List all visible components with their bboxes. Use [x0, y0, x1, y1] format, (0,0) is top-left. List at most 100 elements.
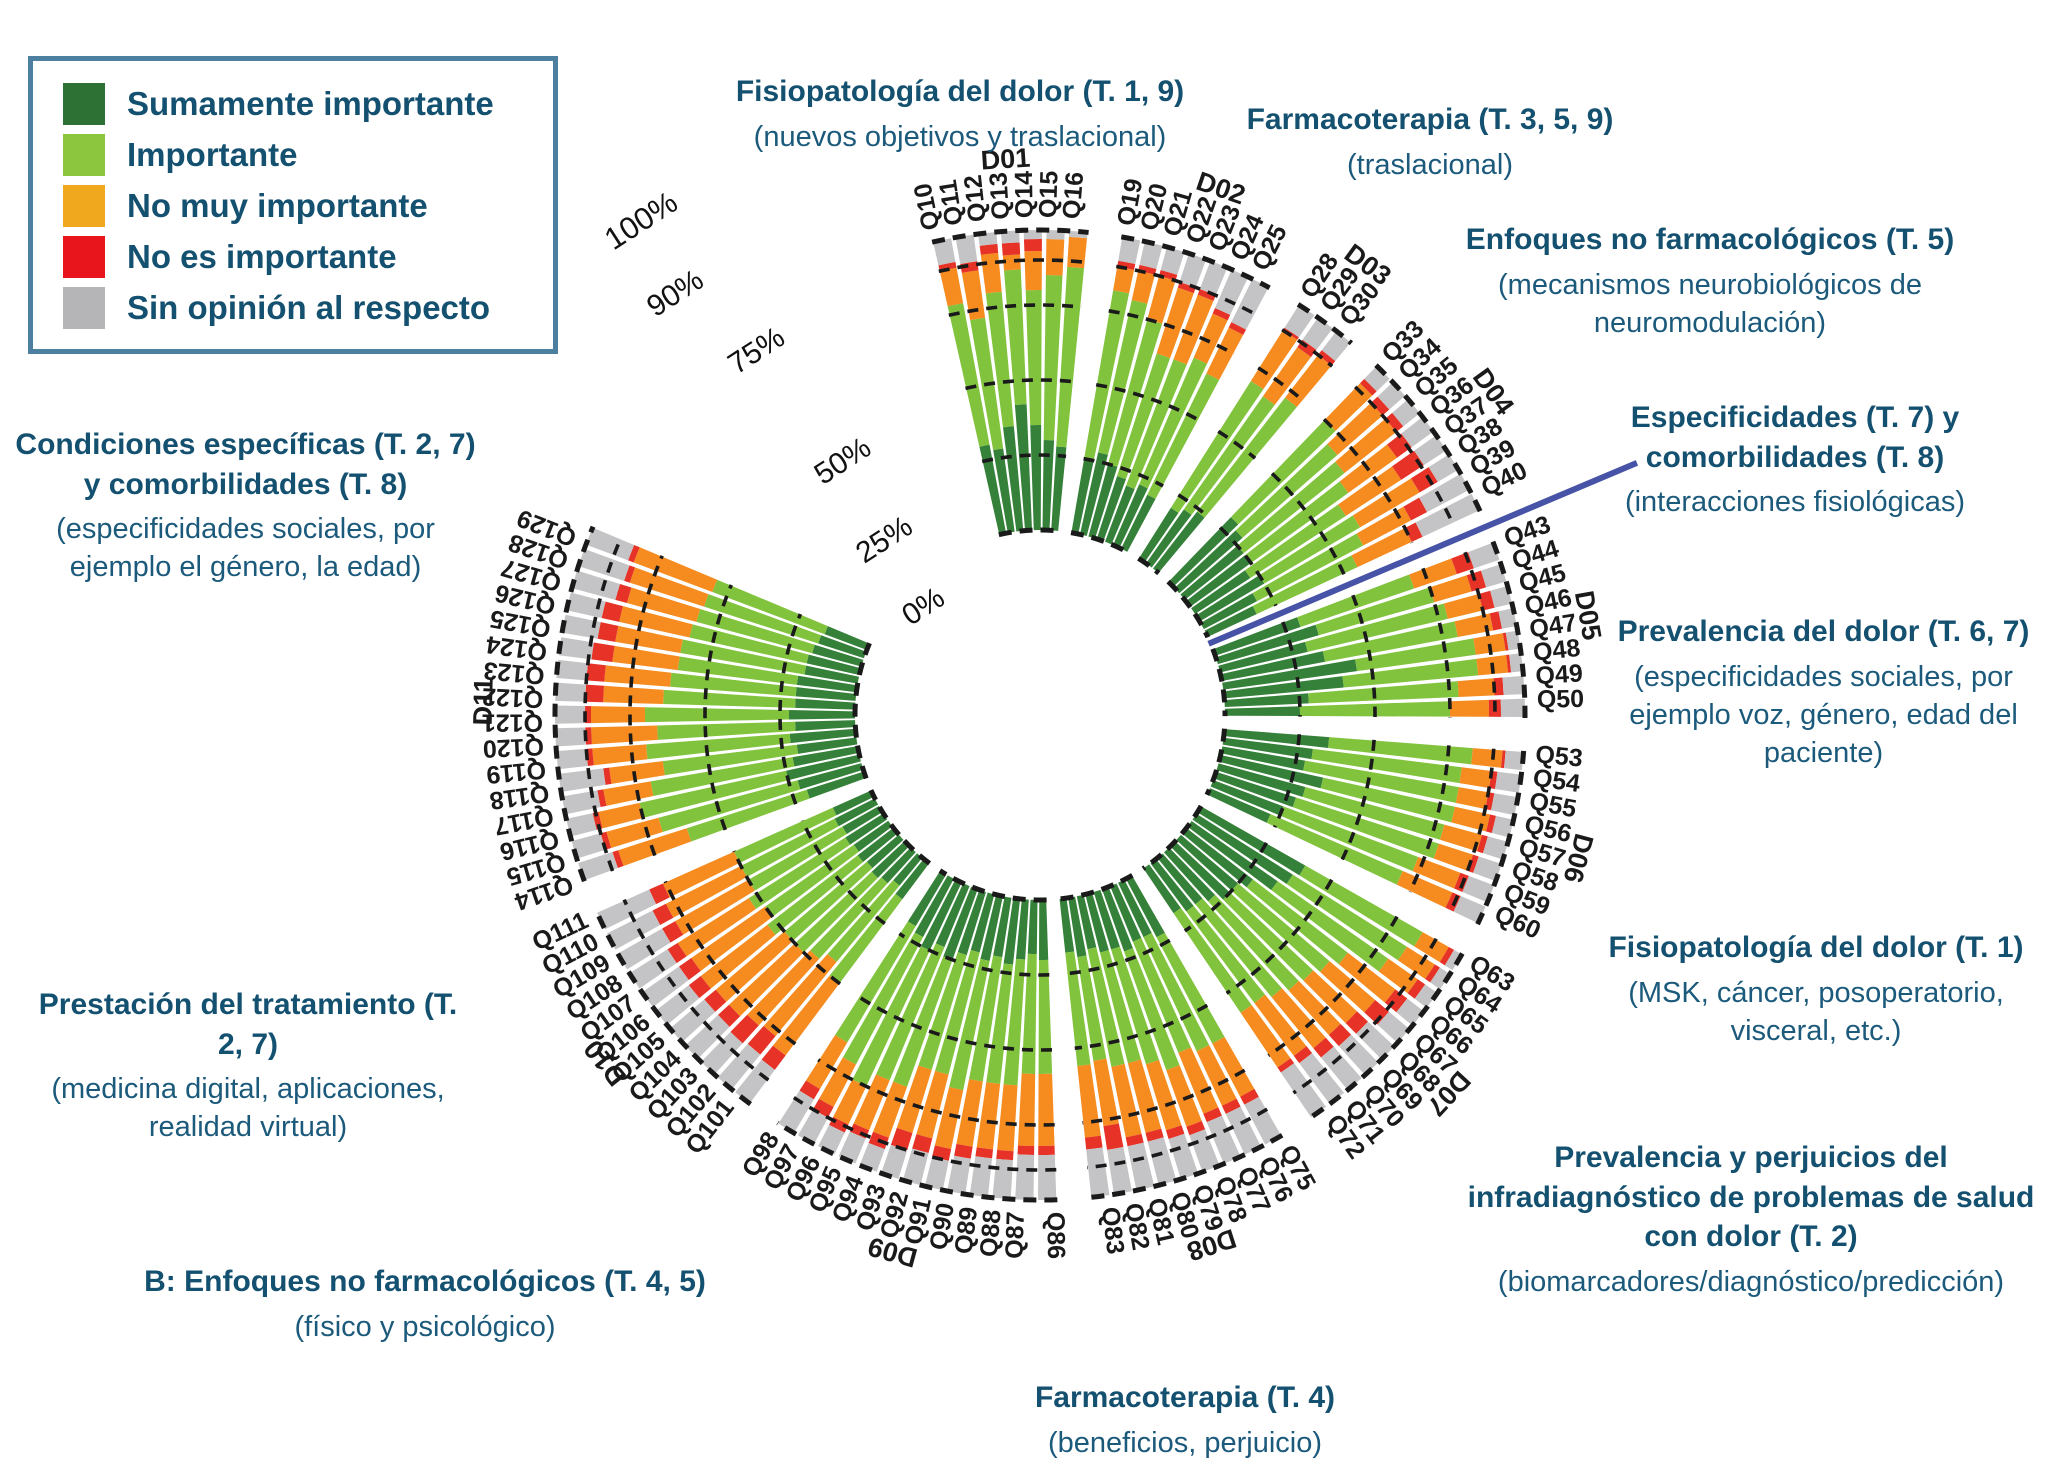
bar-Q11 [955, 234, 1015, 533]
legend-item: No muy importante [63, 185, 535, 227]
legend-swatch-sin-opinion [63, 287, 105, 329]
caption-subtitle: (especificidades sociales, por ejemplo v… [1629, 660, 2018, 770]
bar-Q46 [1220, 608, 1517, 682]
question-label-Q86: Q86 [1041, 1212, 1070, 1260]
bar-Q90 [947, 896, 1012, 1195]
bar-Q75 [1125, 875, 1282, 1145]
bar-Q10 [933, 238, 1007, 535]
bar-Q37 [1191, 435, 1447, 615]
bar-Q80 [1085, 892, 1177, 1186]
bar-Q24 [1113, 269, 1249, 548]
caption-title: Fisiopatología del dolor (T. 1, 9) [735, 75, 1185, 108]
domain-group-D03 [1138, 304, 1351, 573]
bar-Q89 [969, 898, 1021, 1198]
bar-Q70 [1157, 853, 1362, 1090]
caption-farmacoterapia-t359: Farmacoterapia (T. 3, 5, 9) (traslaciona… [1230, 100, 1630, 184]
bar-Q13 [1000, 230, 1033, 531]
scale-tick-100: 100% [598, 184, 684, 257]
bar-Q28 [1138, 304, 1315, 563]
question-label-Q87: Q87 [1000, 1211, 1030, 1259]
caption-subtitle: (beneficios, perjuicio) [1047, 1426, 1322, 1459]
bar-Q55 [1221, 746, 1518, 816]
bar-Q45 [1218, 585, 1513, 673]
bar-Q123 [556, 659, 857, 701]
bar-Q58 [1213, 771, 1502, 882]
domain-group-D04 [1168, 365, 1480, 637]
domain-group-D08 [1059, 875, 1282, 1198]
bar-Q82 [1068, 896, 1132, 1195]
question-label-Q12: Q12 [959, 173, 992, 223]
bar-Q76 [1118, 879, 1262, 1155]
legend-swatch-importante [63, 134, 105, 176]
bar-Q92 [902, 892, 995, 1186]
domain-label-D01: D01 [980, 143, 1031, 176]
legend-swatch-sumamente [63, 83, 105, 125]
bar-Q25 [1121, 278, 1269, 552]
gridlines-layer [552, 227, 1639, 1203]
caption-subtitle: (biomarcadores/diagnóstico/predicción) [1497, 1265, 2005, 1298]
bar-Q102 [717, 853, 923, 1090]
bar-Q19 [1071, 237, 1141, 534]
bar-Q66 [1182, 828, 1424, 1026]
bar-Q48 [1223, 653, 1524, 699]
caption-condiciones: Condiciones específicas (T. 2, 7) y como… [8, 425, 483, 587]
domain-group-D11 [554, 527, 870, 881]
scale-tick-90: 90% [641, 263, 709, 323]
bar-Q125 [562, 614, 859, 684]
bar-Q67 [1176, 834, 1410, 1043]
bar-Q78 [1101, 886, 1220, 1172]
caption-subtitle: (MSK, cáncer, posoperatorio, visceral, e… [1628, 976, 2004, 1047]
caption-title: Enfoques no farmacológicos (T. 5) [1465, 223, 1955, 256]
bar-Q15 [1042, 230, 1065, 531]
bar-Q107 [642, 820, 893, 1008]
bar-Q97 [798, 875, 954, 1145]
scale-tick-50: 50% [809, 431, 877, 491]
question-label-Q122: Q122 [481, 682, 543, 713]
caption-enfoques-t5: Enfoques no farmacológicos (T. 5) (mecan… [1420, 220, 2000, 342]
caption-enfoques-b: B: Enfoques no farmacológicos (T. 4, 5) … [95, 1262, 755, 1346]
bar-Q69 [1163, 847, 1379, 1076]
question-label-Q15: Q15 [1034, 170, 1064, 218]
caption-subtitle: (interacciones fisiológicas) [1624, 486, 1966, 519]
domain-group-D06 [1207, 729, 1524, 924]
caption-fisiopatologia-t1: Fisiopatología del dolor (T. 1) (MSK, cá… [1585, 928, 2047, 1050]
bar-Q87 [1015, 899, 1038, 1200]
bar-Q71 [1150, 859, 1345, 1105]
caption-title: Farmacoterapia (T. 4) [1034, 1381, 1336, 1414]
bar-Q94 [859, 886, 978, 1172]
bar-Q22 [1096, 253, 1207, 542]
question-label-Q88: Q88 [975, 1209, 1007, 1258]
caption-fisiopatologia-t19: Fisiopatología del dolor (T. 1, 9) (nuev… [620, 72, 1300, 156]
bar-Q20 [1079, 241, 1163, 536]
bar-Q44 [1215, 564, 1507, 665]
domain-group-D01 [933, 229, 1088, 535]
bar-Q118 [558, 737, 858, 792]
question-label-Q16: Q16 [1057, 171, 1089, 220]
bar-Q79 [1093, 889, 1199, 1180]
bar-Q77 [1110, 883, 1241, 1164]
question-label-Q13: Q13 [984, 171, 1015, 220]
domain-label-D11: D11 [468, 677, 499, 726]
bar-Q38 [1195, 454, 1459, 622]
bar-Q29 [1146, 317, 1333, 568]
bar-Q127 [571, 570, 864, 667]
question-label-Q49: Q49 [1535, 659, 1584, 690]
bar-Q103 [701, 847, 916, 1075]
bar-Q56 [1219, 754, 1514, 838]
caption-title: B: Enfoques no farmacológicos (T. 4, 5) [144, 1265, 706, 1298]
bar-Q36 [1185, 416, 1434, 607]
legend-label: Sin opinión al respecto [127, 289, 491, 326]
question-label-Q123: Q123 [482, 656, 546, 690]
legend-swatch-no-muy [63, 185, 105, 227]
legend-label: No es importante [127, 238, 397, 275]
question-label-Q50: Q50 [1537, 685, 1585, 714]
legend-item: No es importante [63, 236, 535, 278]
bar-Q111 [597, 790, 875, 930]
question-label-Q89: Q89 [949, 1205, 983, 1255]
question-label-Q54: Q54 [1531, 764, 1582, 798]
bar-Q33 [1168, 365, 1390, 587]
blue-divider-line [1207, 460, 1639, 647]
bar-Q110 [606, 798, 879, 950]
